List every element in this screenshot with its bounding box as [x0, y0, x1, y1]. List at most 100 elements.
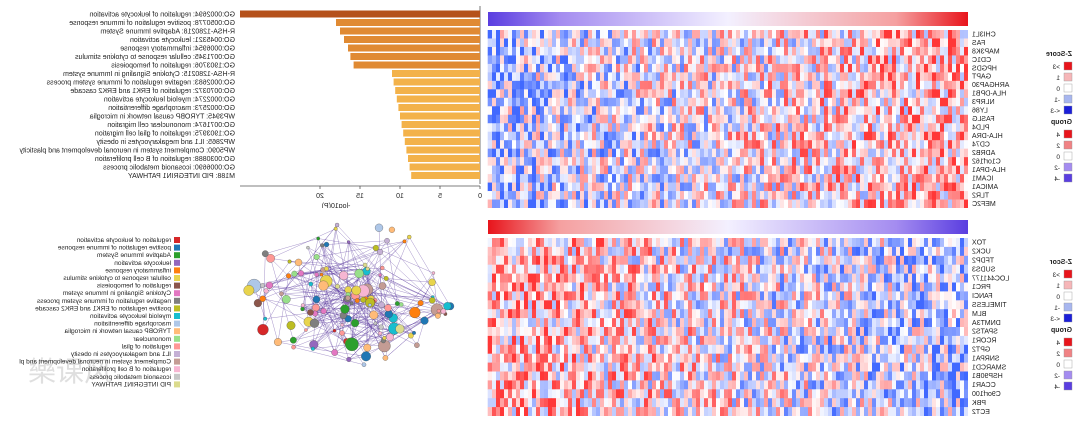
hm-bot-cell — [844, 363, 848, 372]
hm-top-cell — [524, 98, 528, 107]
bar-label-19: M188: PID INTEGRIN1 PATHWAY — [128, 173, 235, 180]
hm-top-cell — [828, 64, 832, 73]
hm-bot-cell — [796, 300, 800, 309]
hm-top-cell — [748, 89, 752, 98]
hm-top-cell — [748, 106, 752, 115]
hm-bot-cell — [772, 238, 776, 247]
hm-bot-cell — [584, 238, 588, 247]
hm-top-cell — [672, 191, 676, 200]
hm-top-cell — [940, 200, 944, 208]
hm-bot-cell — [660, 363, 664, 372]
hm-bot-cell — [952, 372, 956, 381]
hm-top-cell — [948, 174, 952, 183]
hm-bot-cell — [940, 283, 944, 292]
hm-top-cell — [864, 174, 868, 183]
hm-top-cell — [948, 115, 952, 124]
hm-top-cell — [548, 149, 552, 158]
hm-bot-cell — [788, 336, 792, 345]
hm-top-cell — [600, 64, 604, 73]
hm-top-cell — [948, 140, 952, 149]
hm-top-cell — [676, 30, 680, 39]
hm-bot-cell — [884, 327, 888, 336]
hm-bot-cell — [620, 265, 624, 274]
hm-bot-cell — [828, 256, 832, 265]
hm-bot-cell — [832, 327, 836, 336]
hm-bot-cell — [672, 256, 676, 265]
hm-top-cell — [756, 30, 760, 39]
hm-bot-cell — [568, 336, 572, 345]
hm-top-cell — [488, 157, 492, 166]
hm-top-cell — [880, 55, 884, 64]
hm-top-cell — [840, 47, 844, 56]
hm-top-cell — [676, 115, 680, 124]
hm-top-cell — [704, 183, 708, 192]
hm-top-cell — [852, 115, 856, 124]
hm-top-cell — [584, 38, 588, 47]
hm-top-cell — [736, 30, 740, 39]
hm-top-cell — [812, 166, 816, 175]
hm-bot-cell — [704, 345, 708, 354]
hm-top-cell — [608, 132, 612, 141]
hm-top-cell — [652, 132, 656, 141]
hm-bot-cell — [508, 247, 512, 256]
hm-bot-cell — [832, 274, 836, 283]
hm-top-cell — [592, 106, 596, 115]
hm-top-cell — [672, 149, 676, 158]
hm-top-cell — [640, 123, 644, 132]
hm-top-cell — [492, 98, 496, 107]
hm-top-cell — [756, 115, 760, 124]
hm-top-cell — [680, 47, 684, 56]
hm-top-cell — [756, 89, 760, 98]
hm-bot-cell — [924, 238, 928, 247]
hm-top-cell — [780, 166, 784, 175]
hm-top-cell — [680, 157, 684, 166]
hm-bot-cell — [736, 345, 740, 354]
hm-top-cell — [544, 55, 548, 64]
hm-bot-cell — [820, 318, 824, 327]
hm-top-cell — [708, 55, 712, 64]
hm-top-cell — [488, 30, 492, 39]
hm-top-cell — [820, 81, 824, 90]
hm-top-cell — [924, 30, 928, 39]
hm-top-cell — [564, 47, 568, 56]
hm-top-cell — [576, 132, 580, 141]
hm-top-cell — [880, 149, 884, 158]
hm-top-cell — [804, 72, 808, 81]
hm-bot-cell — [816, 363, 820, 372]
hm-top-cell — [800, 55, 804, 64]
hm-top-cell — [776, 64, 780, 73]
hm-bot-cell — [932, 336, 936, 345]
hm-top-cell — [524, 38, 528, 47]
hm-top-cell — [936, 47, 940, 56]
hm-bot-cell — [916, 372, 920, 381]
hm-top-cell — [636, 89, 640, 98]
hm-bot-cell — [584, 327, 588, 336]
hm-bot-cell — [704, 274, 708, 283]
hm-bot-cell — [708, 291, 712, 300]
network-node — [368, 303, 371, 306]
hm-top-cell — [948, 30, 952, 39]
hm-top-cell — [584, 174, 588, 183]
hm-bot-cell — [588, 238, 592, 247]
hm-bot-cell — [524, 274, 528, 283]
hm-top-cell — [804, 123, 808, 132]
hm-top-cell — [960, 64, 964, 73]
hm-top-cell — [608, 140, 612, 149]
hm-bot-cell — [736, 336, 740, 345]
hm-top-cell — [488, 89, 492, 98]
hm-top-cell — [616, 55, 620, 64]
hm-bot-cell — [524, 345, 528, 354]
hm-top-cell — [516, 72, 520, 81]
network-node — [334, 227, 337, 230]
hm-bot-cell — [928, 274, 932, 283]
hm-top-cell — [552, 72, 556, 81]
hm-top-cell — [800, 140, 804, 149]
hm-bot-cell — [708, 336, 712, 345]
hm-top-cell — [652, 157, 656, 166]
hm-top-cell — [660, 191, 664, 200]
hm-bot-cell — [756, 291, 760, 300]
hm-top-cell — [644, 81, 648, 90]
hm-bot-cell — [700, 354, 704, 363]
hm-top-cell — [692, 115, 696, 124]
network-node — [244, 285, 254, 295]
